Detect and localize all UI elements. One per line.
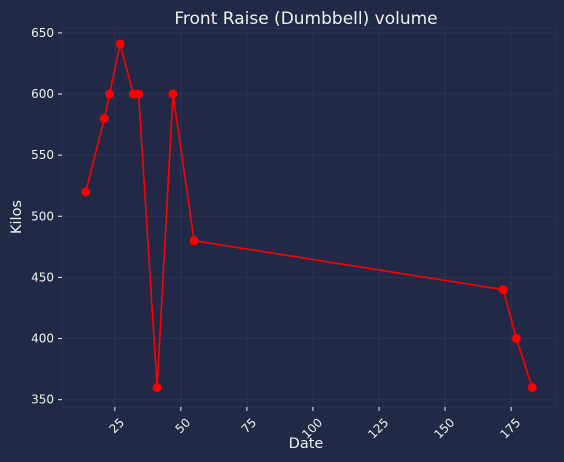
x-axis-label: Date bbox=[289, 436, 324, 452]
data-point bbox=[511, 334, 521, 344]
y-tick-label: 500 bbox=[31, 209, 54, 223]
data-point bbox=[134, 89, 144, 99]
y-tick-label: 400 bbox=[31, 332, 54, 346]
series-group bbox=[81, 39, 537, 392]
data-point bbox=[527, 382, 537, 392]
grid bbox=[62, 28, 556, 407]
data-point bbox=[81, 187, 91, 197]
plot-area-border bbox=[61, 27, 557, 408]
y-tick-label: 600 bbox=[31, 87, 54, 101]
data-point bbox=[498, 285, 508, 295]
y-tick-label: 450 bbox=[31, 270, 54, 284]
y-tick-label: 350 bbox=[31, 393, 54, 407]
y-tick-label: 550 bbox=[31, 148, 54, 162]
data-point bbox=[168, 89, 178, 99]
y-axis-ticks: 350 400 450 500 550 600 650 bbox=[31, 26, 62, 407]
data-point bbox=[115, 39, 125, 49]
chart-title: Front Raise (Dumbbell) volume bbox=[174, 9, 437, 29]
y-tick-label: 650 bbox=[31, 26, 54, 40]
data-point bbox=[152, 382, 162, 392]
data-point bbox=[105, 89, 115, 99]
data-point bbox=[99, 113, 109, 123]
y-axis-label: Kilos bbox=[9, 200, 25, 234]
data-point bbox=[189, 236, 199, 246]
